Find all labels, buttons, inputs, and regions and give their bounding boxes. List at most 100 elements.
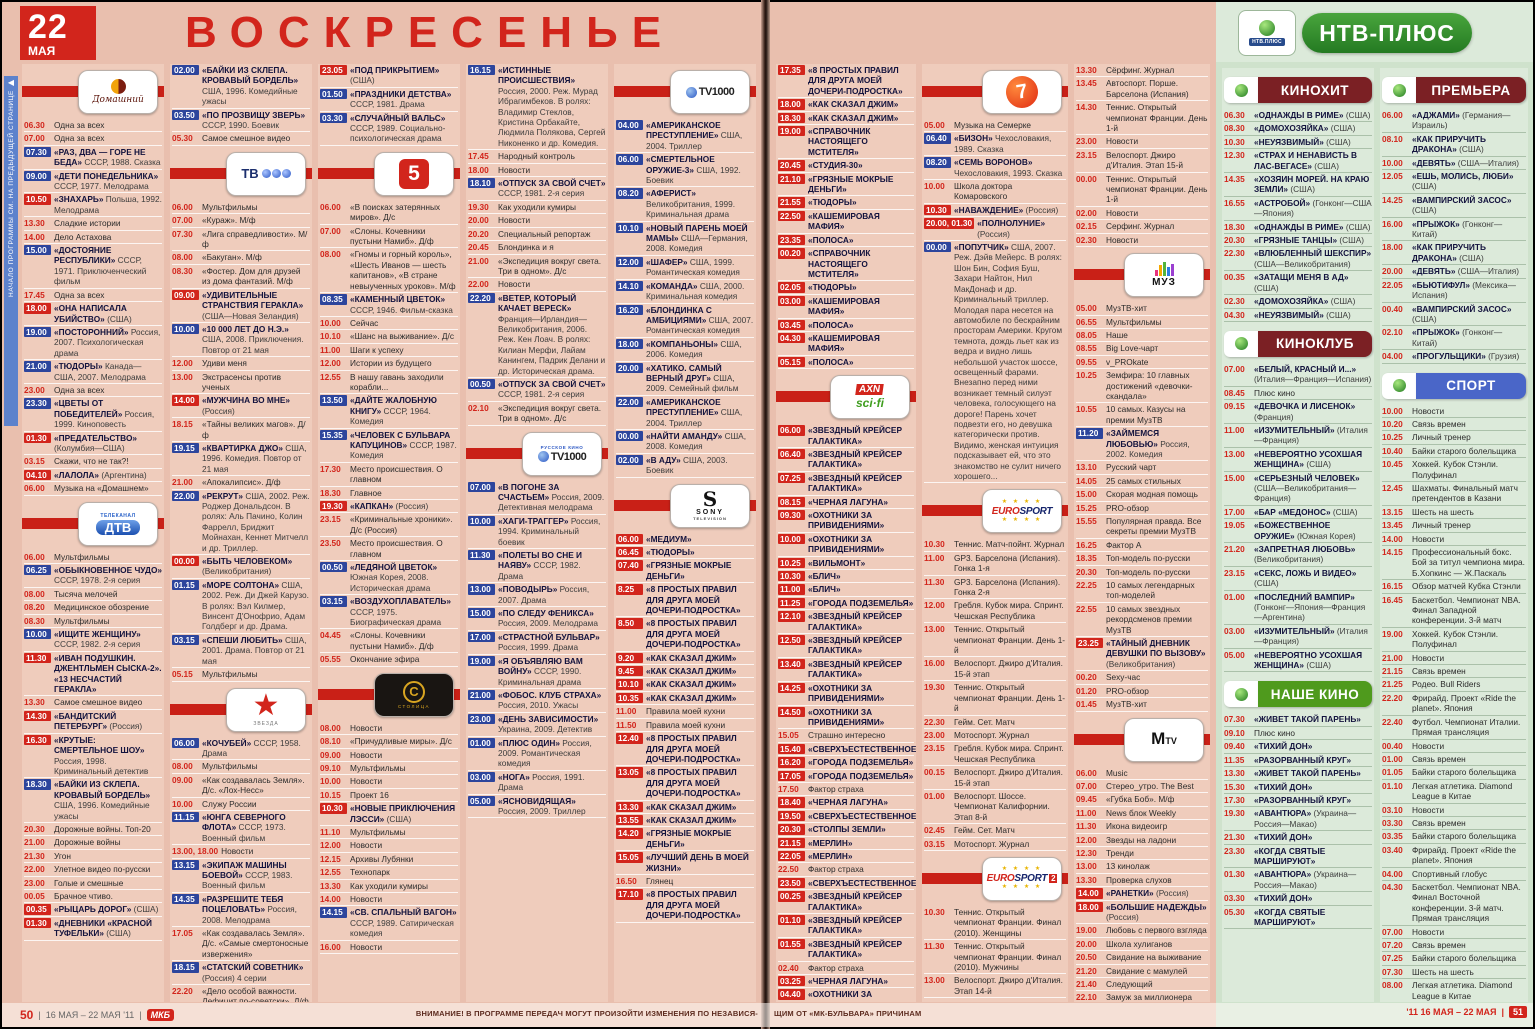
program-title: «БИЗОН» xyxy=(954,133,993,144)
program-text: «ТЮДОРЫ» xyxy=(646,547,754,557)
program-text: Брачное чтиво. xyxy=(54,891,162,901)
program-row: 07.40 «ГРЯЗНЫЕ МОКРЫЕ ДЕНЬГИ» xyxy=(616,559,754,584)
program-title: «НЕУЯЗВИМЫЙ» xyxy=(1254,309,1324,320)
program-time: 01.00 xyxy=(468,737,495,748)
program-title: Мультфильмы xyxy=(350,826,406,837)
program-title: Блондинка и я xyxy=(498,242,554,253)
muz-logo-icon: МУЗ xyxy=(1124,253,1204,298)
disclaimer-right: ЩИМ ОТ «МК-БУЛЬВАРА» ПРИЧИНАМ xyxy=(774,1009,922,1018)
program-title: «РАЗРЕШИТЕ ТЕБЯ ПОЦЕЛОВАТЬ» xyxy=(202,893,284,915)
program-title: Русский чарт xyxy=(1106,462,1157,473)
program-text: Велоспорт. Джиро д'Италия. 15-й этап xyxy=(954,658,1066,679)
program-time: 03.10 xyxy=(1382,804,1403,815)
program-row: 18.30 «БАЙКИ ИЗ СКЛЕПА. КРОВАВЫЙ БОРДЕЛЬ»… xyxy=(24,778,162,823)
program-title: «8 ПРОСТЫХ ПРАВИЛ ДЛЯ ДРУГА МОЕЙ ДОЧЕРИ-… xyxy=(646,767,741,799)
program-title: 25 самых стильных xyxy=(1106,475,1181,486)
program-time: 02.10 xyxy=(1382,327,1403,338)
program-desc: СССР, 1987. Комедия xyxy=(350,439,457,461)
program-text: «Гномы и горный король», «Шесть Иванов —… xyxy=(350,249,458,291)
program-time: 13.30 xyxy=(320,880,341,891)
program-row: 13.00 13 кинолаж xyxy=(1076,860,1208,874)
program-row: 23.00 Мотоспорт. Журнал xyxy=(924,729,1066,743)
listing-column: ПРЕМЬЕРА 06.00 «АДЖАМИ» (Германия—Израиль)… xyxy=(1380,68,1528,1002)
program-row: 19.00 Любовь с первого взгляда xyxy=(1076,924,1208,938)
eurosport-logo-icon: ★ ★ ★ ★ EUROSPORT ★ ★ ★ ★ xyxy=(982,489,1062,534)
program-text: Мультфильмы xyxy=(1106,317,1208,327)
program-desc: (Россия) xyxy=(107,721,143,732)
program-title: «ИВАН ПОДУШКИН. ДЖЕНТЛЬМЕН СЫСКА-2». «13… xyxy=(54,652,162,695)
program-desc: (США) xyxy=(1412,181,1437,192)
program-row: 07.30 «Лига справедливости». М/ф xyxy=(172,228,310,252)
program-title: «АФЕРИСТ» xyxy=(646,188,696,199)
program-time: 13.00 xyxy=(172,371,193,382)
program-time: 02.15 xyxy=(1076,221,1097,232)
program-row: 18.00 «КОМПАНЬОНЫ» США, 2006. Комедия xyxy=(616,338,754,362)
program-title: Свидание на выживание xyxy=(1106,952,1202,963)
program-title: Экстрасенсы против ученых xyxy=(202,371,282,392)
program-time: 20.00 xyxy=(1076,938,1097,949)
program-title: Замуж за миллионера xyxy=(1106,992,1192,1002)
program-title: Мотоспорт. Журнал xyxy=(954,729,1030,740)
program-title: «ЮНГА СЕВЕРНОГО ФЛОТА» xyxy=(202,811,286,833)
program-title: «СВ. СПАЛЬНЫЙ ВАГОН» xyxy=(350,907,457,918)
program-time: 03.15 xyxy=(320,596,347,607)
program-text: «СВЕРХЪЕСТЕСТВЕННОЕ» xyxy=(808,811,916,821)
program-row: 10.25 «ВИЛЬМОНТ» xyxy=(778,557,914,571)
program-row: 19.50 «СВЕРХЪЕСТЕСТВЕННОЕ» xyxy=(778,810,916,824)
mtv-logo-icon: MTV xyxy=(1124,717,1204,762)
program-title: «ВЛЮБЛЕННЫЙ ШЕКСПИР» xyxy=(1254,248,1372,259)
program-row: 11.00 «ИЗУМИТЕЛЬНЫЙ» (Италия—Франция) xyxy=(1224,424,1372,448)
program-text: «МЕРЛИН» xyxy=(808,851,914,861)
program-text: «НОВЫЕ ПРИКЛЮЧЕНИЯ ЛЭССИ» (США) xyxy=(350,803,458,824)
program-row: 14.20 «ГРЯЗНЫЕ МОКРЫЕ ДЕНЬГИ» xyxy=(616,827,754,852)
program-text: Удиви меня xyxy=(202,358,310,368)
program-title: «БОЛЬШИЕ НАДЕЖДЫ» xyxy=(1106,901,1207,912)
program-text: Шаги к успеху xyxy=(350,345,458,355)
program-row: 13.10 Русский чарт xyxy=(1076,461,1208,475)
program-row: 14.25 «ОХОТНИКИ ЗА ПРИВИДЕНИЯМИ» xyxy=(778,682,914,706)
program-title: Связь времен xyxy=(1412,418,1466,429)
program-row: 16.20 «БЛОНДИНКА С АМБИЦИЯМИ» США, 2007. … xyxy=(616,304,754,338)
program-time: 11.35 xyxy=(1224,754,1245,765)
program-row: 18.00 «ОНА НАПИСАЛА УБИЙСТВО» (США) xyxy=(24,302,162,326)
program-title: Новости xyxy=(221,846,254,857)
program-time: 21.00 xyxy=(468,255,489,266)
program-time: 11.30 xyxy=(924,576,945,587)
program-desc: (Украина—Россия—Макао) xyxy=(1254,808,1357,829)
program-title: Новости xyxy=(498,215,531,226)
program-row: 14.00 Дело Астахова xyxy=(24,231,162,245)
program-row: 21.20 «ЗАПРЕТНАЯ ЛЮБОВЬ» (Великобритания) xyxy=(1224,543,1372,567)
program-time: 07.30 xyxy=(1382,966,1403,977)
program-time: 18.30 xyxy=(1224,221,1245,232)
program-time: 21.20 xyxy=(1224,544,1245,554)
program-row: 14.35 «РАЗРЕШИТЕ ТЕБЯ ПОЦЕЛОВАТЬ» Россия,… xyxy=(172,893,310,927)
program-row: 02.00 Новости xyxy=(1076,207,1208,221)
program-row: 11.30 «ПОЛЕТЫ ВО СНЕ И НАЯВУ» СССР, 1982.… xyxy=(468,549,606,584)
program-time: 21.30 xyxy=(24,850,45,861)
program-row: 19.30 Как уходили кумиры xyxy=(468,201,606,215)
program-row: 13.40 «ЗВЕЗДНЫЙ КРЕЙСЕР ГАЛАКТИКА» xyxy=(778,658,914,682)
program-row: 11.00 Правила моей кухни xyxy=(616,705,754,719)
page-number-right: 51 xyxy=(1508,1006,1527,1018)
program-time: 10.30 xyxy=(924,539,945,550)
program-row: 08.20 Медицинское обозрение xyxy=(24,601,162,615)
program-row: 03.15 «ВОЗДУХОПЛАВАТЕЛЬ» СССР, 1975. Биог… xyxy=(320,595,458,630)
program-time: 23.35 xyxy=(778,234,805,246)
program-title: 13 кинолаж xyxy=(1106,861,1150,872)
program-text: «ХОЗЯИН МОРЕЙ. НА КРАЮ ЗЕМЛИ» (США) xyxy=(1254,174,1372,195)
program-text: Окончание эфира xyxy=(350,654,458,664)
program-time: 13.30 xyxy=(1224,768,1245,779)
program-time: 05.55 xyxy=(320,654,341,665)
footer-left: 50 | 16 МАЯ – 22 МАЯ '11 | МКБ xyxy=(20,1006,175,1024)
program-row: 13.30 Как уходили кумиры xyxy=(320,880,458,893)
program-time: 03.25 xyxy=(778,976,805,987)
sidebar-note: НАЧАЛО ПРОГРАММЫ СМ. НА ПРЕДЫДУЩЕЙ СТРАН… xyxy=(7,90,15,298)
program-row: 10.25 Земфира: 10 главных достижений «дев… xyxy=(1076,369,1208,404)
program-time: 21.25 xyxy=(1382,679,1403,690)
program-row: 15.00 «СЕРЬЕЗНЫЙ ЧЕЛОВЕК» (США—Великобрит… xyxy=(1224,472,1372,506)
program-row: 02.00 «БАЙКИ ИЗ СКЛЕПА. КРОВАВЫЙ БОРДЕЛЬ»… xyxy=(172,64,310,109)
program-row: 21.00 «Экспедиция вокруг света. Три в одн… xyxy=(468,255,606,279)
program-time: 07.00 xyxy=(1382,926,1403,937)
program-desc: (Мексика—Испания) xyxy=(1412,279,1516,301)
program-row: 10.55 10 самых. Казусы на премии МузТВ xyxy=(1076,403,1208,428)
